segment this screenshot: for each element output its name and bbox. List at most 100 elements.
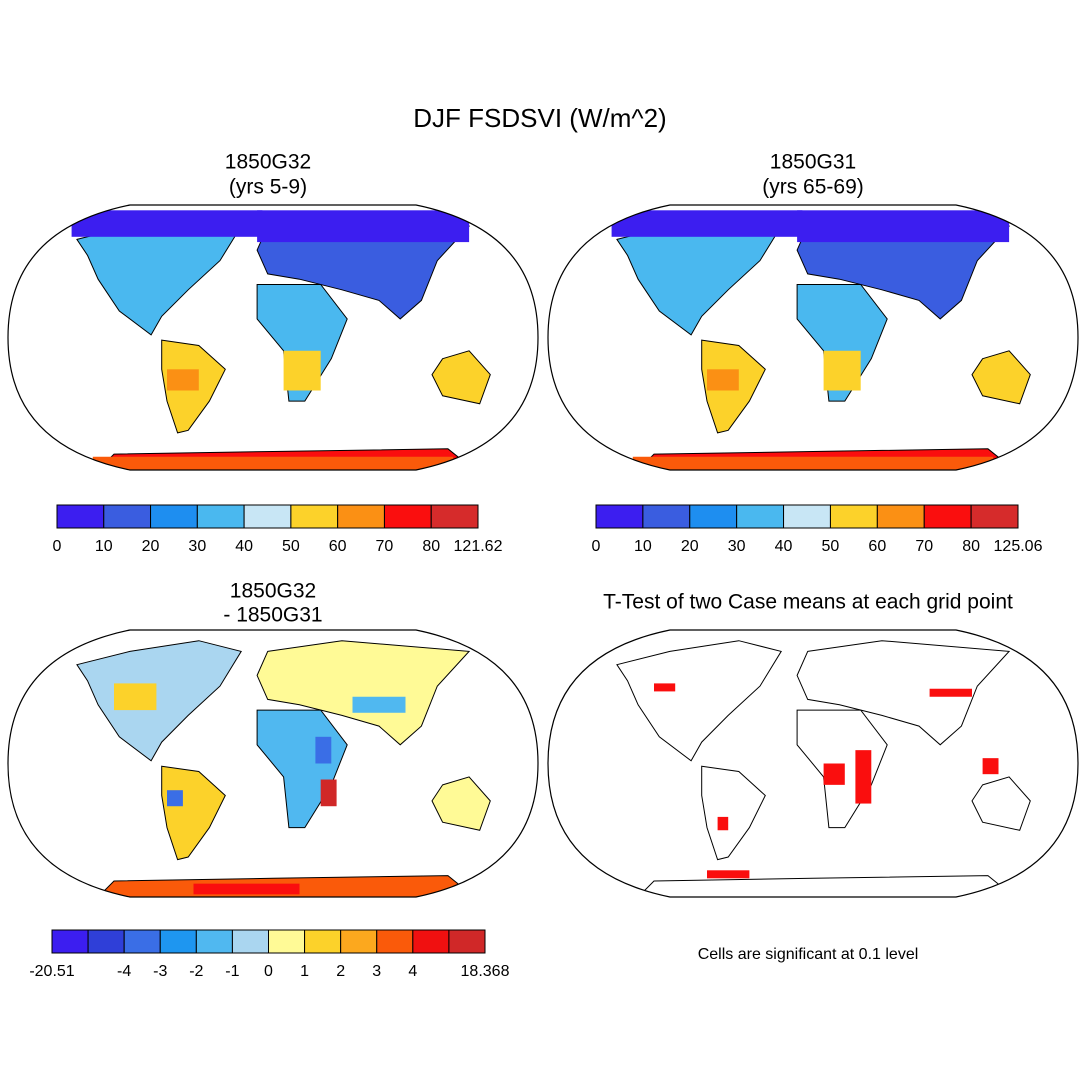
colorbar-label: 50 [822,538,840,555]
colorbar-label: 4 [408,963,417,980]
field-patch [320,779,337,807]
field-patch [982,758,999,775]
field-patch [315,736,332,764]
colorbar-box [448,929,486,954]
panel-title: (yrs 5-9) [229,176,307,199]
colorbar-box [829,504,878,529]
panel-note: Cells are significant at 0.1 level [698,946,919,963]
colorbar-label: 3 [372,963,381,980]
panel-title: - 1850G31 [223,604,322,627]
colorbar-label: 50 [282,538,300,555]
colorbar-label: 70 [915,538,933,555]
field-patch [707,369,739,391]
field-patch [167,369,199,391]
colorbar-label: 30 [728,538,746,555]
colorbar-label: 10 [95,538,113,555]
map-border [547,629,1079,898]
map [616,640,1031,897]
colorbar-label: 0 [264,963,273,980]
field-patch [193,883,300,895]
field-patch [71,210,263,237]
field-patch [929,688,972,697]
colorbar-box [268,929,306,954]
colorbar-label: 10 [634,538,652,555]
colorbar-box [304,929,342,954]
field-patch [92,456,454,470]
land [256,709,348,829]
colorbar-label: -20.51 [29,963,74,980]
map [76,640,491,897]
land [701,765,766,861]
field-patch [257,210,470,243]
land [636,875,1016,897]
panel-title: (yrs 65-69) [762,176,864,199]
colorbar-box [689,504,738,529]
colorbar-label: 40 [775,538,793,555]
colorbar-label: 20 [142,538,160,555]
land [796,640,1011,746]
map-border [547,204,1079,471]
colorbar-label: -4 [117,963,131,980]
land [76,640,242,762]
colorbar-box [290,504,339,529]
panel-title: T-Test of two Case means at each grid po… [603,591,1013,614]
colorbar-box [51,929,89,954]
colorbar-box [970,504,1019,529]
land [971,350,1031,405]
figure-title: DJF FSDSVI (W/m^2) [413,103,666,133]
land [971,776,1031,831]
colorbar-box [103,504,152,529]
colorbar-box [736,504,785,529]
map-border [7,204,539,471]
field-patch [114,683,157,711]
colorbar-label: 40 [235,538,253,555]
field-patch [823,350,861,391]
panel-title: 1850G31 [770,151,856,174]
colorbar-label: 80 [962,538,980,555]
colorbar-label: 60 [868,538,886,555]
colorbar-box [337,504,385,529]
colorbar-box [87,929,125,954]
colorbar-label: 0 [53,538,62,555]
field-patch [611,210,803,237]
colorbar-box [876,504,925,529]
colorbar-box [412,929,450,954]
field-patch [797,210,1010,243]
map [611,210,1031,470]
colorbar-label: 20 [681,538,699,555]
colorbar-box [56,504,105,529]
colorbar-label: 70 [376,538,394,555]
colorbar-label: 1 [300,963,309,980]
land [796,284,888,402]
colorbar-box [783,504,831,529]
colorbar-box [923,504,972,529]
colorbar-box [231,929,270,954]
colorbar-box [340,929,378,954]
land [616,640,782,762]
colorbar-label: 80 [422,538,440,555]
colorbar-box [383,504,432,529]
colorbar-box [376,929,414,954]
colorbar-label: 125.06 [994,538,1043,555]
map-border [7,629,539,898]
colorbar-label: -1 [225,963,239,980]
field-patch [707,870,750,879]
colorbar-label: 30 [188,538,206,555]
colorbar-box [595,504,644,529]
land [431,350,491,405]
field-patch [352,696,406,713]
colorbar-label: 0 [592,538,601,555]
colorbar-box [123,929,161,954]
colorbar-box [243,504,292,529]
field-patch [283,350,321,391]
field-patch [823,763,845,785]
colorbar-label: 121.62 [454,538,503,555]
colorbar-box [430,504,479,529]
colorbar-label: 18.368 [461,963,510,980]
colorbar-label: -3 [153,963,167,980]
field-patch [632,456,994,470]
colorbar-label: 2 [336,963,345,980]
field-patch [717,816,729,831]
land [161,765,226,861]
